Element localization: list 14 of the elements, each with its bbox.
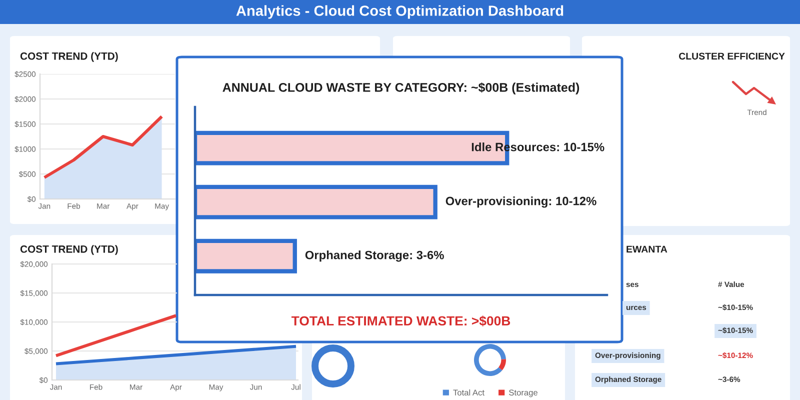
text: EWANTA xyxy=(626,246,668,253)
annotation: TOTAL ESTIMATED WASTE: >$00B xyxy=(291,316,510,326)
line-series xyxy=(54,314,178,358)
chart-title: COST TREND (YTD) xyxy=(20,52,118,62)
legend-label: Total Act xyxy=(453,389,484,396)
chart-title: ANNUAL CLOUD WASTE BY CATEGORY: ~$00B (Estimated) xyxy=(222,82,580,94)
text: Analytics - Cloud Cost Optimization Dashboard xyxy=(236,5,564,19)
y-tick-label: Over-provisioning: 10-12% xyxy=(446,196,596,208)
donut-slice xyxy=(498,359,506,370)
text: CLUSTER EFFICIENCY xyxy=(678,52,785,60)
y-tick-label: Orphaned Storage: 3-6% xyxy=(305,250,444,262)
chart-title: COST TREND (YTD) xyxy=(20,245,118,255)
legend-label: Storage xyxy=(509,390,538,398)
donut-slice xyxy=(474,344,506,376)
